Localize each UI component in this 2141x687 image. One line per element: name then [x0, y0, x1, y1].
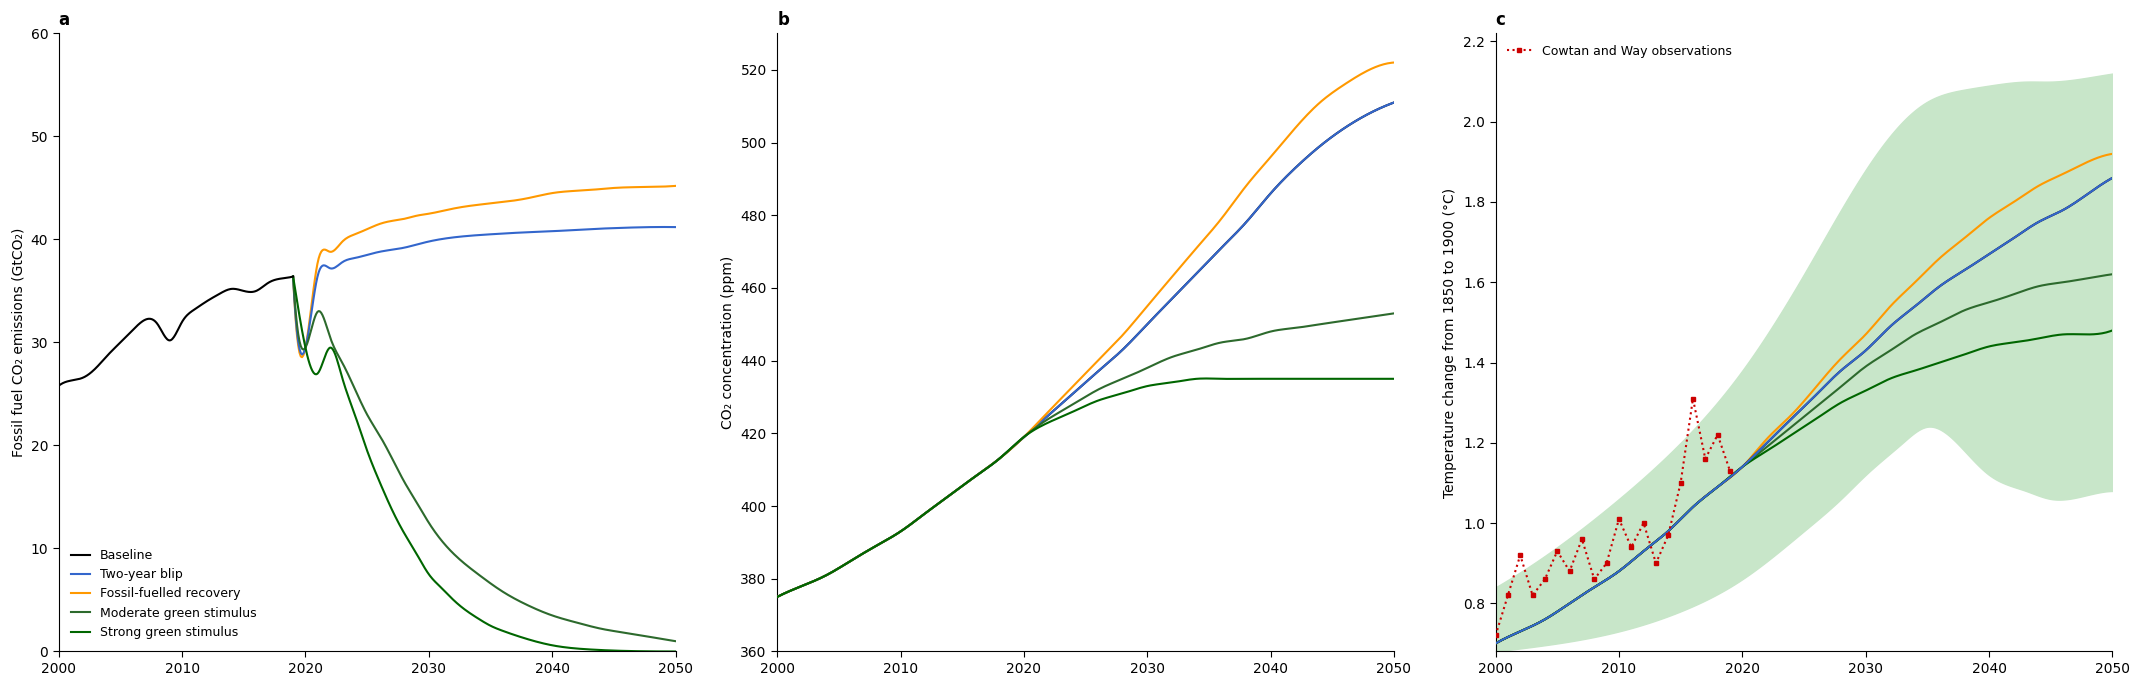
Y-axis label: CO₂ concentration (ppm): CO₂ concentration (ppm): [722, 256, 734, 429]
Y-axis label: Fossil fuel CO₂ emissions (GtCO₂): Fossil fuel CO₂ emissions (GtCO₂): [11, 228, 26, 457]
Y-axis label: Temperature change from 1850 to 1900 (°C): Temperature change from 1850 to 1900 (°C…: [1443, 188, 1458, 497]
Legend: Baseline, Two-year blip, Fossil-fuelled recovery, Moderate green stimulus, Stron: Baseline, Two-year blip, Fossil-fuelled …: [64, 543, 263, 645]
Text: c: c: [1497, 11, 1505, 29]
Text: b: b: [777, 11, 790, 29]
Text: a: a: [58, 11, 71, 29]
Legend: Cowtan and Way observations: Cowtan and Way observations: [1501, 40, 1736, 63]
